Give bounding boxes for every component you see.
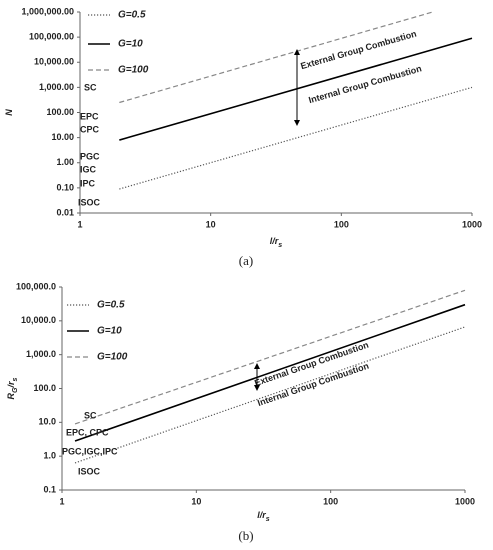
annotation: PGC,IGC,IPC — [62, 446, 118, 456]
annotation: External Group Combustion — [299, 29, 417, 72]
series-line — [74, 303, 466, 442]
y-axis-label: N — [4, 109, 14, 116]
annotation: ISOC — [78, 197, 101, 207]
y-tick-label: 1.0 — [43, 451, 56, 461]
y-axis-label-rest: /r — [6, 381, 16, 389]
y-tick-label: 0.1 — [43, 484, 56, 494]
y-tick-label: 0.01 — [56, 207, 74, 217]
y-tick-label: 100.00 — [46, 107, 74, 117]
y-tick-label: 10,000.0 — [21, 315, 56, 325]
x-axis-label-main: l/r — [270, 236, 279, 246]
y-tick-label: 100.0 — [33, 383, 56, 393]
x-tick-label: 100 — [334, 219, 349, 229]
y-tick-label: 1,000,000.00 — [21, 6, 74, 16]
x-axis-label-sub: s — [266, 516, 270, 523]
legend-label: G=10 — [118, 39, 143, 50]
y-tick-label: 10.0 — [38, 417, 56, 427]
x-tick-label: 1 — [77, 219, 82, 229]
x-tick-label: 1 — [59, 496, 64, 506]
series-line — [119, 37, 473, 141]
annotation: SC — [84, 410, 97, 420]
x-tick-label: 100 — [323, 496, 338, 506]
x-axis-label: l/rs — [270, 236, 283, 248]
x-tick-label: 10 — [191, 496, 201, 506]
legend-label: G=0.5 — [97, 300, 125, 311]
y-tick-label: 1,000.0 — [26, 349, 56, 359]
y-tick-label: 1.00 — [56, 157, 74, 167]
legend-label: G=10 — [97, 326, 122, 337]
annotation: IPC — [80, 178, 96, 188]
y-axis-label-sub: G — [12, 387, 19, 393]
series-line — [119, 11, 433, 104]
annotation: EPC, CPC — [66, 427, 109, 437]
x-axis-label-main: l/r — [257, 510, 266, 520]
y-tick-label: 100,000.0 — [16, 281, 56, 291]
series-line — [74, 289, 466, 425]
y-tick-label: 1,000.00 — [39, 82, 74, 92]
x-tick-label: 1000 — [462, 219, 482, 229]
annotation: ISOC — [78, 466, 101, 476]
legend-label: G=100 — [118, 65, 149, 76]
series-line — [119, 86, 473, 190]
y-axis-label-main: R — [6, 392, 16, 399]
panel-label: (a) — [239, 253, 253, 268]
annotation: EPC — [80, 111, 99, 121]
y-axis-label: RG/rs — [6, 377, 18, 399]
y-tick-label: 10.00 — [51, 132, 74, 142]
legend-label: G=0.5 — [118, 10, 146, 21]
panel-label: (b) — [238, 528, 253, 543]
annotation: SC — [84, 82, 97, 92]
x-axis-label-sub: s — [278, 242, 282, 249]
y-tick-label: 10,000.00 — [34, 57, 74, 67]
x-axis-label: l/rs — [257, 510, 270, 522]
legend-label: G=100 — [97, 352, 128, 363]
annotation: CPC — [80, 124, 100, 134]
y-tick-label: 0.10 — [56, 182, 74, 192]
annotation: PGC — [80, 151, 100, 161]
x-tick-label: 10 — [206, 219, 216, 229]
y-tick-label: 100,000.00 — [29, 32, 74, 42]
annotation: IGC — [80, 164, 97, 174]
x-tick-label: 1000 — [455, 496, 475, 506]
y-axis-label-main: N — [4, 109, 14, 116]
y-axis-label-sub: s — [12, 377, 19, 381]
